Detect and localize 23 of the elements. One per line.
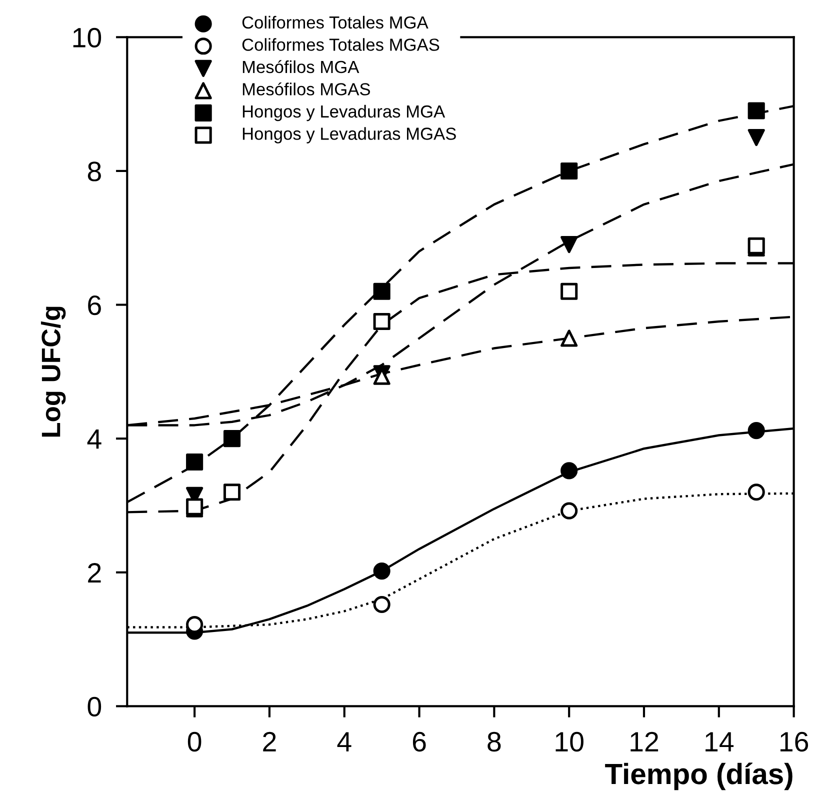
y-tick-label: 4 — [87, 430, 102, 449]
legend-label: Mesófilos MGAS — [242, 82, 370, 96]
legend-label: Mesófilos MGA — [242, 60, 360, 74]
y-axis-title: Log UFC/g — [40, 306, 66, 437]
y-tick-label: 8 — [88, 162, 101, 182]
x-tick-label: 4 — [337, 732, 352, 752]
x-tick-label: 14 — [706, 732, 734, 752]
legend-label: Hongos y Levaduras MGAS — [242, 127, 456, 144]
y-tick-label: 2 — [88, 563, 101, 582]
legend-label: Hongos y Levaduras MGA — [242, 104, 446, 122]
x-tick-label: 12 — [630, 732, 658, 752]
x-tick-label: 6 — [412, 732, 426, 752]
legend-label: Coliformes Totales MGAS — [242, 38, 440, 51]
x-tick-label: 0 — [188, 732, 202, 752]
y-tick-label: 6 — [88, 295, 101, 316]
y-tick-label: 10 — [73, 28, 102, 48]
x-tick-label: 16 — [780, 732, 808, 752]
legend-label: Coliformes Totales MGA — [242, 16, 428, 29]
x-tick-label: 2 — [263, 732, 276, 752]
x-axis-title: Tiempo (días) — [605, 762, 792, 790]
x-tick-label: 8 — [488, 732, 501, 752]
x-tick-label: 10 — [556, 732, 584, 752]
y-tick-label: 0 — [88, 696, 102, 717]
